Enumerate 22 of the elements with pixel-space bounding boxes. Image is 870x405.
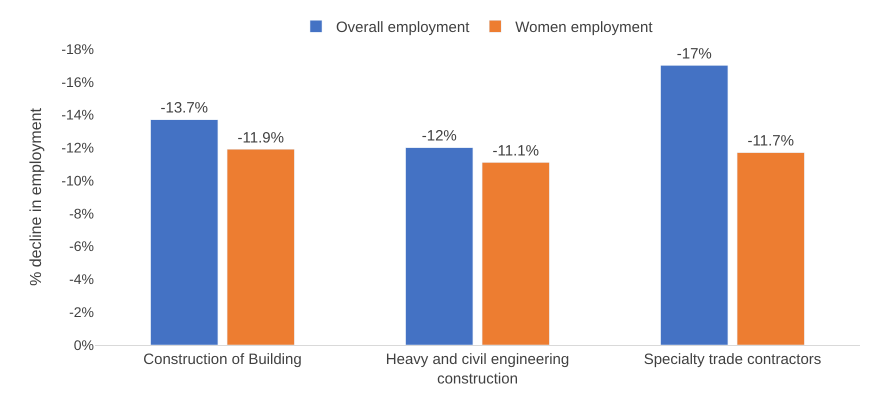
data-label: -17% (676, 45, 712, 62)
y-tick-label: -6% (69, 238, 94, 254)
x-tick-label: Construction of Building (143, 351, 302, 368)
y-tick-label: -8% (69, 205, 94, 222)
y-tick-label: -18% (61, 40, 94, 57)
y-tick-label: -4% (69, 271, 94, 288)
y-tick-label: -14% (61, 106, 94, 123)
legend-label: Overall employment (336, 19, 470, 36)
y-axis-title: % decline in employment (28, 108, 46, 286)
y-tick-label: 0% (74, 336, 94, 353)
data-label: -11.9% (238, 129, 284, 146)
data-label: -13.7% (160, 100, 208, 117)
y-tick-label: -16% (61, 74, 94, 90)
data-label: -11.7% (748, 132, 794, 150)
y-tick-label: -2% (69, 304, 94, 320)
legend-label: Women employment (515, 19, 654, 36)
x-tick-label: Specialty trade contractors (644, 351, 822, 368)
y-tick-label: -10% (61, 172, 94, 188)
data-label: -11.1% (492, 142, 539, 160)
data-label: -12% (422, 128, 457, 145)
x-tick-label: Heavy and civil engineering construction (386, 351, 570, 388)
y-tick-label: -12% (61, 140, 94, 156)
